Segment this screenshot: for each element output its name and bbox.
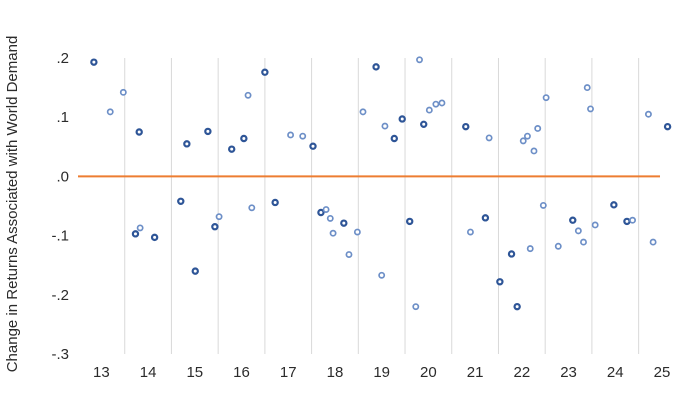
- grid-lines: [124, 58, 640, 354]
- data-point: [244, 91, 252, 99]
- data-point: [507, 250, 516, 258]
- data-point: [406, 217, 414, 226]
- data-point: [240, 134, 248, 143]
- data-point: [398, 115, 406, 123]
- x-tick-label: 22: [513, 364, 530, 381]
- data-point: [623, 217, 631, 226]
- data-point: [420, 120, 428, 129]
- data-point: [228, 145, 236, 153]
- x-axis-ticks: 13 14 15 16 17 18 19 20 21 22 23 24 25: [93, 364, 670, 381]
- data-point: [523, 132, 531, 140]
- data-point: [412, 303, 420, 311]
- data-point: [462, 122, 470, 131]
- data-point: [326, 214, 334, 222]
- data-point: [131, 230, 140, 238]
- data-point: [569, 216, 577, 224]
- y-axis-label: Change in Returns Associated with World …: [4, 36, 21, 373]
- data-point: [432, 100, 440, 108]
- data-point: [211, 223, 219, 231]
- data-point: [466, 228, 474, 236]
- data-point: [248, 204, 256, 212]
- x-tick-label: 18: [327, 364, 344, 381]
- data-point: [317, 208, 325, 217]
- data-point: [271, 198, 279, 207]
- data-point: [299, 132, 307, 140]
- data-point: [574, 227, 582, 235]
- data-point: [416, 56, 423, 64]
- x-tick-label: 24: [607, 364, 624, 381]
- data-point: [663, 122, 672, 131]
- data-point: [583, 84, 591, 92]
- x-tick-label: 25: [654, 364, 671, 381]
- data-point: [591, 221, 599, 229]
- data-point: [481, 214, 490, 222]
- x-tick-label: 19: [373, 364, 390, 381]
- y-tick-label: .0: [56, 168, 69, 185]
- y-tick-label: -.3: [51, 346, 69, 363]
- data-point: [519, 137, 527, 145]
- x-tick-label: 14: [140, 364, 157, 381]
- data-point: [191, 267, 199, 275]
- data-point: [345, 251, 353, 258]
- y-tick-label: -.1: [51, 228, 69, 245]
- x-tick-label: 13: [93, 364, 110, 381]
- data-point: [309, 142, 317, 150]
- y-tick-label: .2: [56, 50, 69, 67]
- data-point: [150, 233, 159, 242]
- data-point: [90, 58, 98, 66]
- data-point: [644, 110, 652, 118]
- data-point: [513, 302, 521, 311]
- data-points: [90, 56, 672, 311]
- data-point: [526, 245, 534, 253]
- data-point: [359, 108, 367, 116]
- data-point: [215, 213, 223, 221]
- data-point: [183, 140, 191, 148]
- data-point: [372, 63, 380, 71]
- data-point: [287, 131, 295, 139]
- x-tick-label: 15: [186, 364, 203, 381]
- data-point: [580, 238, 587, 246]
- x-tick-label: 16: [233, 364, 250, 381]
- data-point: [381, 122, 389, 130]
- data-point: [378, 271, 386, 279]
- y-tick-label: .1: [56, 109, 69, 126]
- data-point: [106, 108, 114, 116]
- x-tick-label: 23: [560, 364, 577, 381]
- data-point: [177, 197, 185, 205]
- data-point: [340, 219, 348, 227]
- data-point: [539, 201, 547, 209]
- data-point: [530, 147, 538, 155]
- data-point: [629, 216, 637, 224]
- data-point: [329, 229, 337, 237]
- y-tick-label: -.2: [51, 287, 69, 304]
- data-point: [390, 134, 398, 143]
- data-point: [649, 238, 657, 246]
- y-axis-ticks: .2 .1 .0 -.1 -.2 -.3: [51, 50, 69, 363]
- x-tick-label: 21: [467, 364, 484, 381]
- x-tick-label: 17: [280, 364, 297, 381]
- data-point: [534, 124, 542, 132]
- data-point: [587, 105, 594, 113]
- data-point: [542, 94, 550, 102]
- data-point: [554, 242, 562, 250]
- data-point: [425, 106, 433, 114]
- data-point: [136, 224, 144, 232]
- data-point: [485, 134, 493, 142]
- x-tick-label: 20: [420, 364, 437, 381]
- data-point: [438, 99, 446, 107]
- data-point: [261, 68, 269, 76]
- data-point: [204, 127, 212, 136]
- data-point: [496, 278, 504, 286]
- data-point: [322, 206, 330, 214]
- data-point: [135, 128, 143, 136]
- data-point: [610, 201, 618, 209]
- data-point: [119, 88, 127, 96]
- data-point: [353, 228, 361, 236]
